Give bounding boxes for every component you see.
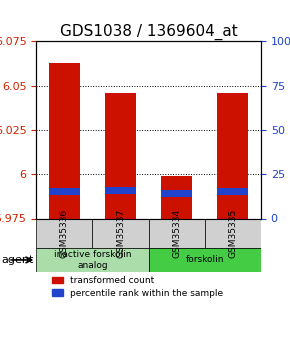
FancyBboxPatch shape — [205, 218, 261, 248]
Text: GSM35334: GSM35334 — [172, 209, 181, 258]
Text: inactive forskolin
analog: inactive forskolin analog — [54, 250, 131, 270]
Bar — [105, 187, 136, 194]
Text: GSM35335: GSM35335 — [229, 209, 238, 258]
Bar — [218, 93, 248, 218]
FancyBboxPatch shape — [36, 218, 93, 248]
Bar — [161, 176, 192, 218]
Bar — [49, 63, 80, 218]
Title: GDS1038 / 1369604_at: GDS1038 / 1369604_at — [60, 24, 238, 40]
FancyBboxPatch shape — [93, 218, 148, 248]
Text: GSM35337: GSM35337 — [116, 209, 125, 258]
FancyBboxPatch shape — [148, 218, 205, 248]
Text: GSM35336: GSM35336 — [60, 209, 69, 258]
Legend: transformed count, percentile rank within the sample: transformed count, percentile rank withi… — [52, 276, 223, 298]
Bar — [49, 188, 80, 196]
FancyBboxPatch shape — [148, 248, 261, 272]
Bar — [105, 93, 136, 218]
Text: forskolin: forskolin — [186, 255, 224, 264]
Bar — [218, 188, 248, 196]
Bar — [161, 190, 192, 197]
FancyBboxPatch shape — [36, 248, 148, 272]
Text: agent: agent — [1, 255, 33, 265]
